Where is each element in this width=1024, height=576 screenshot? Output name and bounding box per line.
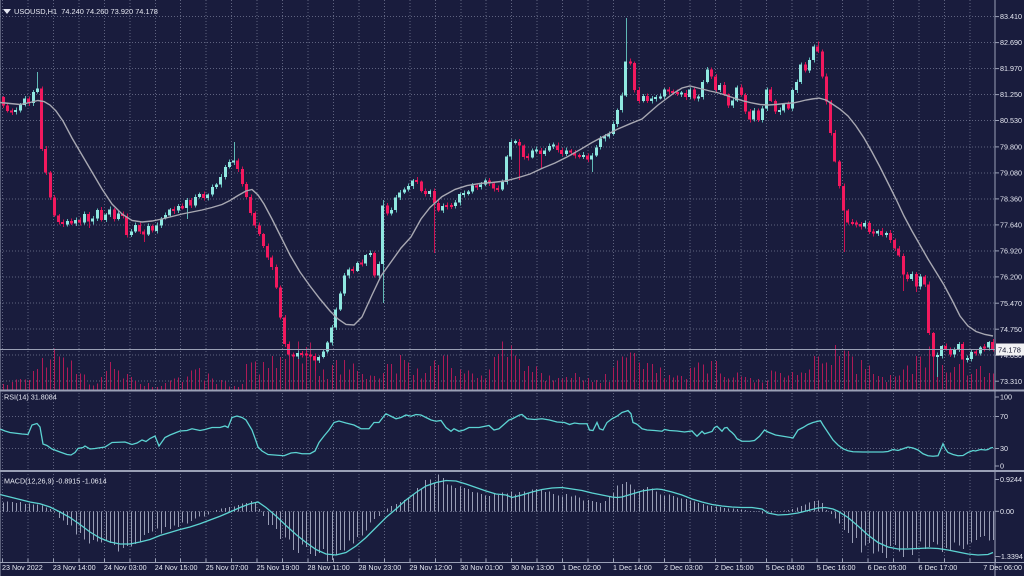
svg-text:79.080: 79.080 xyxy=(1000,169,1022,178)
svg-text:23 Nov 14:00: 23 Nov 14:00 xyxy=(53,563,96,572)
svg-text:25 Nov 07:00: 25 Nov 07:00 xyxy=(206,563,249,572)
svg-text:82.690: 82.690 xyxy=(1000,38,1022,47)
svg-text:83.410: 83.410 xyxy=(1000,12,1022,21)
svg-text:73.310: 73.310 xyxy=(1000,377,1022,386)
svg-text:1 Dec 02:00: 1 Dec 02:00 xyxy=(562,563,601,572)
svg-text:2 Dec 15:00: 2 Dec 15:00 xyxy=(715,563,754,572)
svg-text:6 Dec 05:00: 6 Dec 05:00 xyxy=(868,563,907,572)
svg-text:MACD(12,26,9) -0.8915 -1.0614: MACD(12,26,9) -0.8915 -1.0614 xyxy=(4,477,107,486)
svg-text:100: 100 xyxy=(1000,393,1012,402)
svg-text:29 Nov 12:00: 29 Nov 12:00 xyxy=(409,563,452,572)
svg-text:30 Nov 13:00: 30 Nov 13:00 xyxy=(511,563,554,572)
svg-text:28 Nov 23:00: 28 Nov 23:00 xyxy=(358,563,401,572)
svg-text:28 Nov 11:00: 28 Nov 11:00 xyxy=(308,563,350,572)
svg-text:70: 70 xyxy=(1000,412,1008,421)
svg-text:77.640: 77.640 xyxy=(1000,221,1022,230)
svg-text:6 Dec 17:00: 6 Dec 17:00 xyxy=(919,563,958,572)
svg-text:0: 0 xyxy=(1000,462,1004,471)
svg-text:USOUSD,H1 74.240 74.260 73.92: USOUSD,H1 74.240 74.260 73.920 74.178 xyxy=(14,7,158,16)
svg-text:30: 30 xyxy=(1000,444,1008,453)
svg-text:24 Nov 03:00: 24 Nov 03:00 xyxy=(104,563,147,572)
svg-text:24 Nov 15:00: 24 Nov 15:00 xyxy=(155,563,198,572)
svg-text:25 Nov 19:00: 25 Nov 19:00 xyxy=(257,563,300,572)
svg-text:74.178: 74.178 xyxy=(998,346,1021,355)
svg-text:2 Dec 03:00: 2 Dec 03:00 xyxy=(664,563,703,572)
svg-text:RSI(14) 31.8084: RSI(14) 31.8084 xyxy=(4,393,57,402)
svg-text:30 Nov 01:00: 30 Nov 01:00 xyxy=(460,563,503,572)
svg-text:1 Dec 14:00: 1 Dec 14:00 xyxy=(613,563,652,572)
svg-text:76.200: 76.200 xyxy=(1000,273,1022,282)
svg-text:0.9244: 0.9244 xyxy=(1000,475,1022,484)
svg-text:74.750: 74.750 xyxy=(1000,325,1022,334)
svg-text:23 Nov 2022: 23 Nov 2022 xyxy=(2,563,43,572)
svg-text:79.800: 79.800 xyxy=(1000,143,1022,152)
svg-text:7 Dec 06:00: 7 Dec 06:00 xyxy=(983,563,1022,572)
svg-text:76.920: 76.920 xyxy=(1000,247,1022,256)
svg-text:81.970: 81.970 xyxy=(1000,64,1022,73)
svg-text:75.470: 75.470 xyxy=(1000,299,1022,308)
svg-text:80.530: 80.530 xyxy=(1000,116,1022,125)
svg-text:5 Dec 16:00: 5 Dec 16:00 xyxy=(817,563,856,572)
svg-text:-1.3394: -1.3394 xyxy=(999,552,1023,561)
svg-text:81.250: 81.250 xyxy=(1000,90,1022,99)
svg-text:5 Dec 04:00: 5 Dec 04:00 xyxy=(766,563,805,572)
svg-text:78.360: 78.360 xyxy=(1000,195,1022,204)
svg-text:0.00: 0.00 xyxy=(1000,507,1014,516)
